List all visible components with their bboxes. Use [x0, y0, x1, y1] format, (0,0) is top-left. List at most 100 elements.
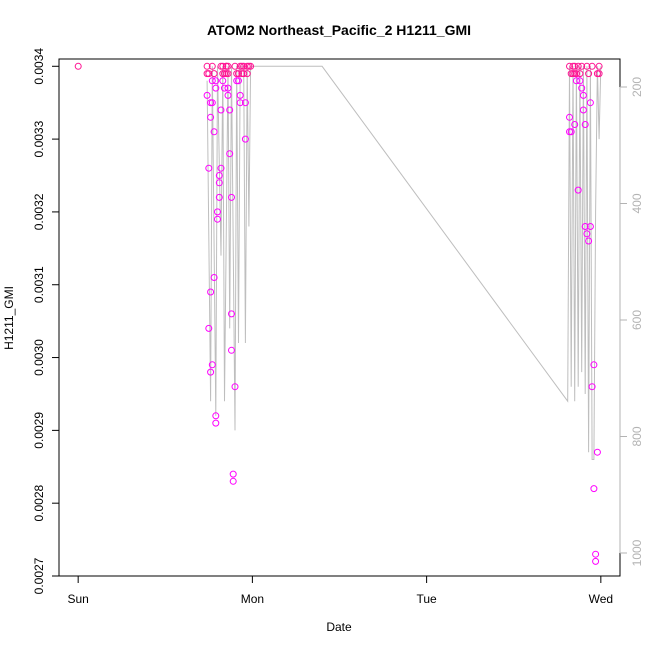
- data-point: [579, 106, 587, 114]
- y-tick-label: 0.0029: [32, 412, 46, 449]
- data-point: [241, 99, 249, 107]
- data-point: [586, 99, 594, 107]
- data-point: [572, 70, 580, 78]
- data-point: [240, 62, 248, 70]
- y-axis: 0.0027 0.0028 0.0029 0.0030 0.0031 0.0032 0.00…: [32, 48, 60, 594]
- x-axis-label: Date: [326, 620, 352, 634]
- data-point: [592, 550, 600, 558]
- data-point: [241, 135, 249, 143]
- secondary-tick-label: 400: [630, 193, 644, 213]
- data-point: [581, 121, 589, 128]
- data-point: [205, 324, 213, 332]
- secondary-tick-label: 200: [630, 77, 644, 97]
- data-point: [207, 368, 215, 376]
- data-point: [228, 310, 235, 318]
- data-point: [214, 208, 221, 216]
- data-point: [579, 91, 587, 99]
- altitude-line: [206, 65, 602, 460]
- y-tick-label: 0.0033: [32, 120, 46, 157]
- data-point: [207, 288, 215, 296]
- x-tick-label: Sun: [67, 592, 88, 606]
- y-tick-label: 0.0034: [32, 48, 46, 85]
- data-point: [208, 361, 216, 369]
- data-point: [592, 557, 600, 565]
- secondary-y-axis: 200 400 600 800 1000: [619, 77, 644, 566]
- data-point: [212, 77, 220, 85]
- data-point: [595, 70, 603, 78]
- data-point: [588, 383, 596, 391]
- data-point: [217, 164, 225, 172]
- data-point: [586, 223, 594, 230]
- data-point: [224, 70, 232, 78]
- data-point: [576, 70, 584, 78]
- data-point: [236, 99, 244, 107]
- data-point: [228, 346, 235, 354]
- x-tick-label: Mon: [241, 592, 264, 606]
- data-point: [208, 99, 216, 107]
- chart-title: ATOM2 Northeast_Pacific_2 H1211_GMI: [207, 22, 471, 38]
- data-point: [229, 470, 237, 478]
- data-point: [585, 70, 593, 78]
- data-point: [593, 448, 601, 456]
- altitude-trace: [206, 65, 602, 460]
- data-point: [567, 128, 575, 136]
- data-point: [226, 106, 234, 114]
- data-point: [585, 237, 593, 245]
- data-point: [574, 62, 582, 70]
- data-point: [215, 179, 223, 187]
- data-point: [212, 419, 220, 427]
- data-point: [588, 62, 596, 70]
- data-point: [583, 230, 591, 238]
- data-point: [228, 193, 235, 201]
- data-point: [235, 70, 242, 78]
- y-tick-label: 0.0028: [32, 485, 46, 522]
- data-point: [224, 84, 232, 92]
- data-point: [243, 70, 251, 78]
- y-tick-label: 0.0032: [32, 193, 46, 230]
- data-point: [571, 62, 579, 70]
- data-point: [590, 361, 598, 369]
- data-point: [208, 62, 216, 70]
- secondary-tick-label: 1000: [630, 539, 644, 566]
- data-point: [210, 274, 218, 281]
- x-axis: Sun Mon Tue Wed: [67, 575, 613, 606]
- data-point: [210, 70, 218, 78]
- data-point: [210, 128, 218, 136]
- data-point: [566, 113, 573, 121]
- data-point: [578, 62, 586, 70]
- data-point: [231, 383, 239, 391]
- data-point: [217, 106, 225, 114]
- data-point: [231, 62, 239, 70]
- y-tick-label: 0.0031: [32, 266, 46, 303]
- data-point: [215, 172, 223, 179]
- data-point: [221, 84, 228, 92]
- data-point: [574, 186, 582, 194]
- data-point: [224, 91, 232, 99]
- data-point: [571, 121, 579, 128]
- data-point: [224, 62, 232, 70]
- y-tick-label: 0.0030: [32, 339, 46, 376]
- data-point: [240, 70, 248, 78]
- data-point: [226, 150, 234, 158]
- data-point: [235, 77, 242, 85]
- data-point: [590, 485, 598, 493]
- data-point: [236, 91, 244, 99]
- data-point: [215, 193, 223, 201]
- data-point: [212, 412, 220, 420]
- data-point: [208, 77, 216, 85]
- data-point: [229, 477, 237, 485]
- data-point: [576, 77, 584, 85]
- x-tick-label: Wed: [589, 592, 613, 606]
- secondary-tick-label: 800: [630, 426, 644, 446]
- secondary-tick-label: 600: [630, 310, 644, 330]
- data-point: [578, 84, 586, 92]
- y-tick-label: 0.0027: [32, 557, 46, 594]
- data-point: [203, 91, 211, 99]
- y-axis-label: H1211_GMI: [2, 286, 16, 350]
- data-point: [566, 62, 573, 70]
- data-point: [247, 62, 255, 70]
- x-tick-label: Tue: [416, 592, 437, 606]
- data-point: [583, 62, 591, 70]
- data-point: [219, 77, 227, 85]
